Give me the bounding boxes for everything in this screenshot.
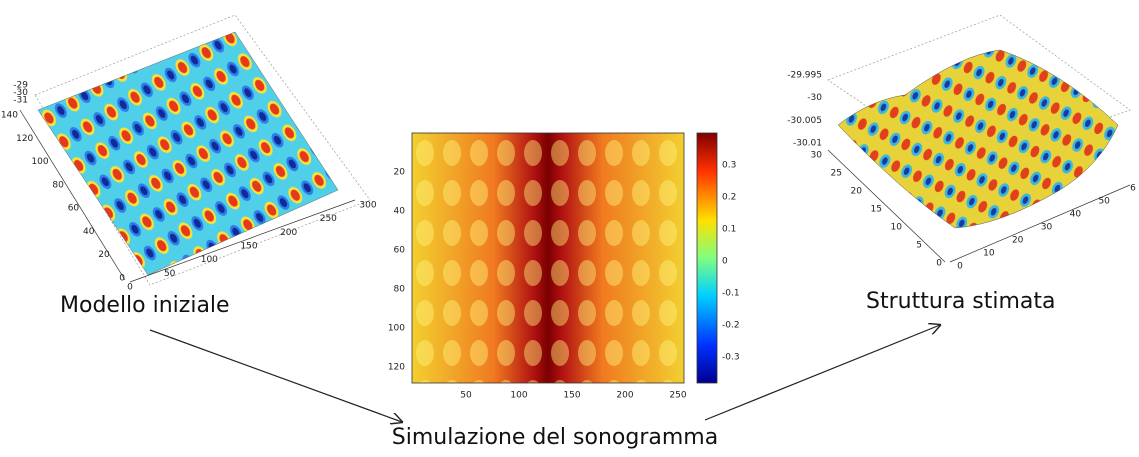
- tick-label: -0.1: [722, 289, 740, 299]
- tick-label: 20: [851, 187, 863, 197]
- tick-label: 300: [359, 201, 376, 211]
- tick-label: 60: [394, 246, 406, 256]
- tick-label: 0.3: [722, 161, 736, 171]
- tick-label: 150: [563, 391, 580, 401]
- tick-label: -30.005: [787, 116, 822, 126]
- tick-label: 40: [83, 227, 95, 237]
- heatmap-plot: [412, 133, 717, 383]
- tick-label: 30: [1041, 223, 1053, 233]
- tick-label: 10: [891, 223, 903, 233]
- tick-label: 50: [460, 391, 472, 401]
- tick-label: 80: [394, 285, 406, 295]
- tick-label: 6: [1130, 184, 1136, 194]
- tick-label: 20: [394, 168, 406, 178]
- tick-label: -0.2: [722, 321, 740, 331]
- colorbar: [697, 133, 717, 383]
- label: Modello iniziale: [60, 293, 230, 318]
- tick-label: 100: [31, 157, 48, 167]
- tick-label: 80: [52, 180, 64, 190]
- tick-label: 0: [722, 257, 728, 267]
- arrow: [150, 330, 402, 422]
- tick-label: 200: [280, 228, 297, 238]
- tick-label: 50: [164, 269, 176, 279]
- tick-label: 140: [1, 111, 18, 121]
- heatmap-texture: [412, 133, 684, 383]
- tick-label: 60: [68, 204, 80, 214]
- tick-label: 20: [1012, 236, 1024, 246]
- tick-label: 25: [831, 169, 842, 179]
- tick-label: 120: [16, 134, 33, 144]
- tick-label: 10: [983, 249, 995, 259]
- tick-label: 5: [916, 241, 922, 251]
- tick-label: 100: [201, 255, 218, 265]
- tick-label: -29.995: [787, 71, 822, 81]
- tick-label: 0.2: [722, 193, 736, 203]
- tick-label: 0: [957, 262, 963, 272]
- tick-label: 250: [669, 391, 686, 401]
- tick-label: 0.1: [722, 225, 736, 235]
- diagram: Modello iniziale Simulazione del sonogra…: [0, 0, 1139, 457]
- tick-label: 100: [388, 324, 405, 334]
- tick-label: 40: [1070, 210, 1082, 220]
- tick-label: 100: [510, 391, 527, 401]
- surface: [838, 50, 1118, 228]
- label: Struttura stimata: [866, 289, 1056, 314]
- label: Simulazione del sonogramma: [392, 425, 718, 450]
- arrow: [705, 325, 940, 420]
- page: Modello iniziale Simulazione del sonogra…: [0, 0, 1139, 457]
- left-plot: [20, 15, 370, 285]
- tick-label: -0.3: [722, 353, 740, 363]
- tick-label: 150: [240, 242, 257, 252]
- tick-label: 30: [811, 151, 823, 161]
- tick-label: 200: [616, 391, 633, 401]
- tick-label: 20: [98, 250, 110, 260]
- tick-label: 0: [936, 259, 942, 269]
- tick-label: -30.01: [793, 139, 822, 149]
- tick-label: 40: [394, 207, 406, 217]
- tick-label: 0: [127, 283, 133, 293]
- tick-label: 120: [388, 363, 405, 373]
- tick-label: -30: [807, 93, 822, 103]
- tick-label: 0: [119, 274, 125, 284]
- tick-label: 15: [871, 205, 882, 215]
- tick-label: 250: [320, 214, 337, 224]
- surface: [38, 32, 338, 275]
- tick-label: 50: [1098, 197, 1110, 207]
- tick-label: -31: [13, 96, 28, 106]
- right-plot: [828, 15, 1130, 262]
